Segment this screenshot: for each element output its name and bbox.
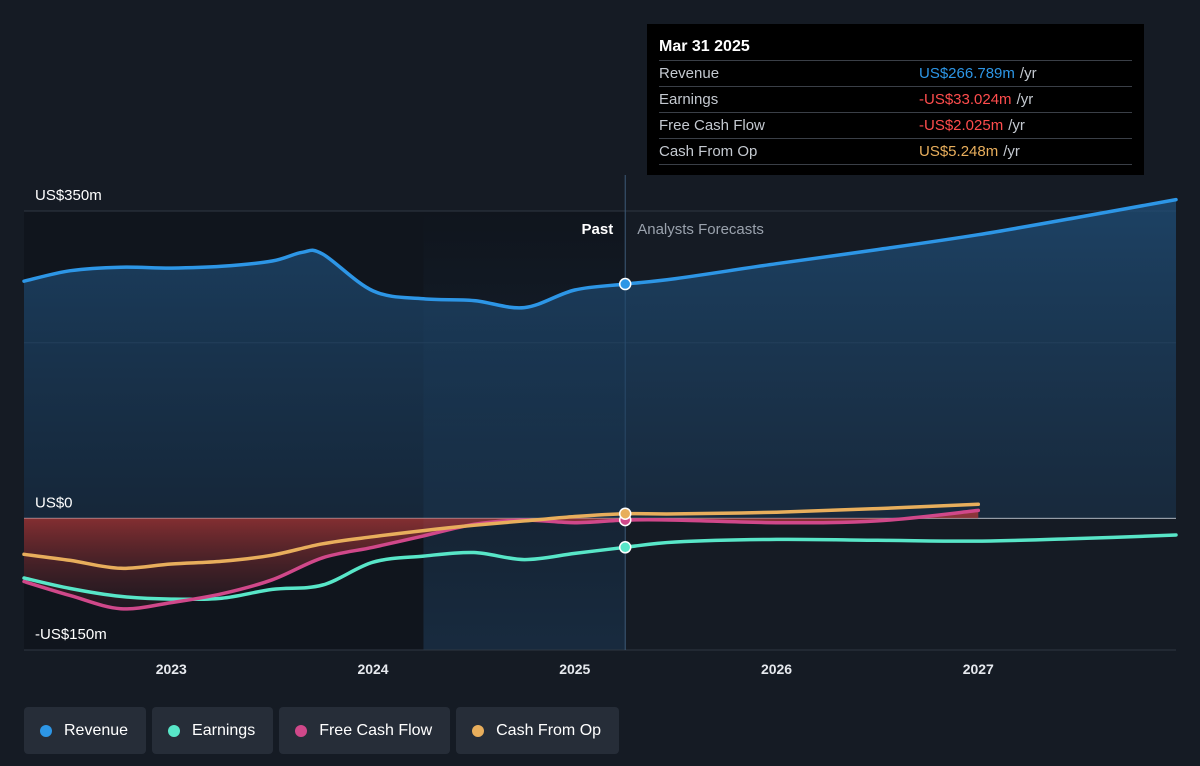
legend-label: Free Cash Flow — [319, 721, 433, 739]
x-tick-label: 2024 — [357, 661, 388, 677]
tooltip-row-value: US$266.789m — [919, 65, 1015, 82]
tooltip-row-name: Free Cash Flow — [659, 117, 765, 134]
tooltip-row: Earnings -US$33.024m/yr — [659, 86, 1132, 112]
series-line-earnings — [22, 533, 1178, 602]
legend-label: Cash From Op — [496, 721, 602, 739]
legend: Revenue Earnings Free Cash Flow Cash From O… — [24, 707, 620, 754]
legend-label: Earnings — [192, 721, 256, 739]
y-label: US$350m — [35, 187, 102, 204]
tooltip-row-name: Cash From Op — [659, 143, 758, 160]
series-line-revenue — [22, 197, 1178, 310]
tooltip-row-unit: /yr — [1016, 91, 1034, 108]
revenue-area — [24, 199, 1176, 519]
x-tick-label: 2025 — [559, 661, 590, 677]
series-line-cash-from-op — [22, 502, 981, 571]
legend-dot-icon — [472, 724, 485, 737]
x-tick-label: 2027 — [963, 661, 994, 677]
tooltip-date: Mar 31 2025 — [659, 38, 750, 55]
past-label: Past — [582, 221, 614, 238]
tooltip-row-value: -US$33.024m — [919, 91, 1012, 108]
legend-dot-icon — [168, 724, 181, 737]
x-tick-label: 2023 — [156, 661, 187, 677]
legend-dot-icon — [40, 724, 52, 737]
tooltip-row: Free Cash Flow -US$2.025m/yr — [659, 112, 1132, 138]
tooltip-row-name: Earnings — [659, 91, 719, 108]
legend-dot-icon — [295, 724, 308, 737]
tooltip-row-name: Revenue — [659, 65, 720, 82]
hover-tooltip: Mar 31 2025 Revenue US$266.789m/yr Earning… — [647, 24, 1144, 175]
x-tick-label: 2026 — [761, 661, 792, 677]
marker-revenue — [618, 277, 632, 291]
legend-label: Revenue — [64, 721, 129, 739]
legend-item-free-cash-flow[interactable]: Free Cash Flow — [279, 707, 451, 754]
y-label: -US$150m — [35, 626, 107, 643]
forecast-label: Analysts Forecasts — [637, 221, 764, 238]
tooltip-row-value: -US$2.025m — [919, 117, 1004, 134]
series-line-free-cash-flow — [22, 508, 981, 611]
tooltip-row-unit: /yr — [1008, 117, 1025, 134]
legend-item-revenue[interactable]: Revenue — [24, 707, 147, 754]
tooltip-row: Cash From Op US$5.248m/yr — [659, 138, 1132, 165]
tooltip-row-unit: /yr — [1003, 143, 1020, 160]
legend-item-cash-from-op[interactable]: Cash From Op — [456, 707, 620, 754]
marker-earnings — [618, 541, 632, 554]
tooltip-row-value: US$5.248m — [919, 143, 999, 160]
y-label: US$0 — [35, 494, 73, 511]
marker-cash-from-op — [618, 507, 632, 520]
tooltip-row: Revenue US$266.789m/yr — [659, 60, 1132, 86]
legend-item-earnings[interactable]: Earnings — [152, 707, 274, 754]
tooltip-row-unit: /yr — [1019, 65, 1037, 82]
free-cash-flow-area — [24, 510, 979, 609]
